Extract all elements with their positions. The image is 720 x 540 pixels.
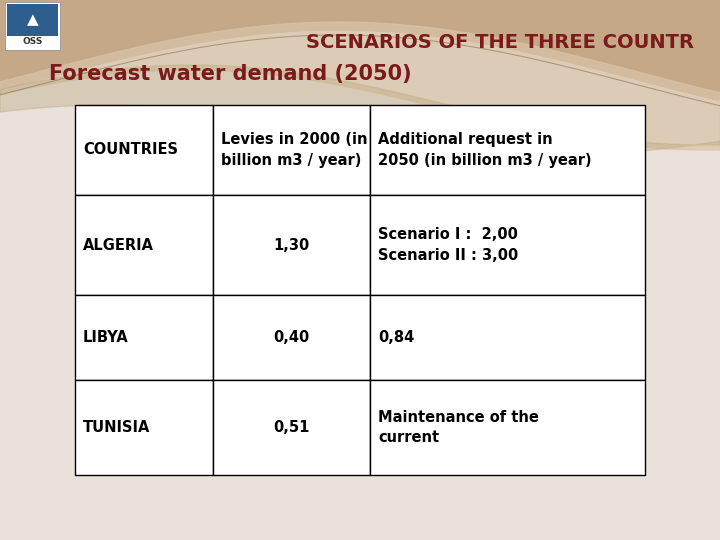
Bar [213, 380, 370, 475]
Bar [5, 2, 60, 50]
Text: OSS: OSS [22, 37, 42, 46]
Bar [75, 195, 213, 295]
Text: Scenario I :  2,00
Scenario II : 3,00: Scenario I : 2,00 Scenario II : 3,00 [378, 227, 518, 263]
Bar [7, 4, 58, 36]
Text: Forecast water demand (2050): Forecast water demand (2050) [49, 64, 411, 84]
Bar [370, 380, 645, 475]
Text: 0,51: 0,51 [274, 420, 310, 435]
Text: ALGERIA: ALGERIA [83, 238, 154, 253]
Text: LIBYA: LIBYA [83, 330, 129, 345]
Text: Maintenance of the
current: Maintenance of the current [378, 409, 539, 445]
Text: 0,84: 0,84 [378, 330, 415, 345]
Bar [213, 105, 370, 195]
Text: SCENARIOS OF THE THREE COUNTR: SCENARIOS OF THE THREE COUNTR [306, 32, 694, 51]
Bar [75, 295, 213, 380]
Text: 1,30: 1,30 [274, 238, 310, 253]
Bar [213, 195, 370, 295]
Bar [75, 105, 213, 195]
Bar [213, 295, 370, 380]
Text: Additional request in
2050 (in billion m3 / year): Additional request in 2050 (in billion m… [378, 132, 592, 168]
Bar [75, 380, 213, 475]
Text: ▲: ▲ [27, 12, 38, 28]
Bar [370, 295, 645, 380]
Text: TUNISIA: TUNISIA [83, 420, 150, 435]
Bar [370, 105, 645, 195]
Bar [370, 195, 645, 295]
Text: COUNTRIES: COUNTRIES [83, 143, 178, 158]
Text: Levies in 2000 (in
billion m3 / year): Levies in 2000 (in billion m3 / year) [221, 132, 367, 168]
Text: 0,40: 0,40 [274, 330, 310, 345]
